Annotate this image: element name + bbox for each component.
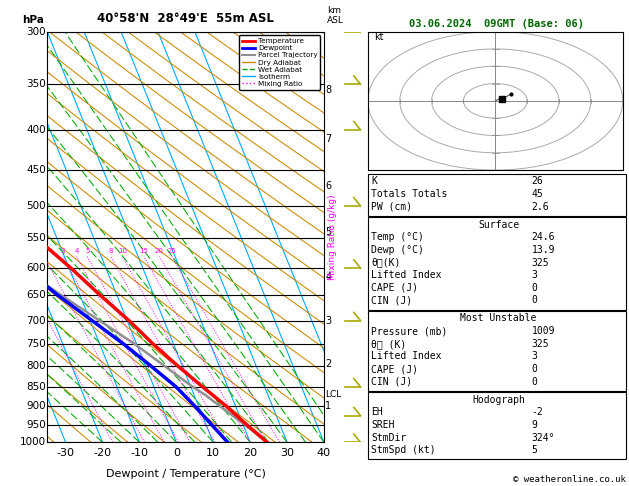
Text: 10: 10 xyxy=(206,449,220,458)
Text: 3: 3 xyxy=(60,248,65,254)
Text: 20: 20 xyxy=(243,449,257,458)
Text: Dewp (°C): Dewp (°C) xyxy=(371,245,424,255)
Text: Mixing Ratio (g/kg): Mixing Ratio (g/kg) xyxy=(328,194,337,280)
Text: 5: 5 xyxy=(532,445,537,455)
Text: 300: 300 xyxy=(26,27,46,36)
Text: hPa: hPa xyxy=(23,16,45,25)
Text: 10: 10 xyxy=(118,248,127,254)
Text: 5: 5 xyxy=(325,227,331,237)
Text: 1000: 1000 xyxy=(19,437,46,447)
Text: 5: 5 xyxy=(85,248,89,254)
Text: 324°: 324° xyxy=(532,433,555,443)
Text: 700: 700 xyxy=(26,315,46,326)
Text: Lifted Index: Lifted Index xyxy=(371,351,442,362)
Legend: Temperature, Dewpoint, Parcel Trajectory, Dry Adiabat, Wet Adiabat, Isotherm, Mi: Temperature, Dewpoint, Parcel Trajectory… xyxy=(239,35,320,90)
Text: 13.9: 13.9 xyxy=(532,245,555,255)
Text: 325: 325 xyxy=(532,258,549,268)
Text: 0: 0 xyxy=(532,364,537,374)
Text: 900: 900 xyxy=(26,401,46,411)
Text: 450: 450 xyxy=(26,165,46,175)
Text: 0: 0 xyxy=(532,377,537,387)
Text: 45: 45 xyxy=(532,189,543,199)
Text: 0: 0 xyxy=(173,449,180,458)
Text: 2.6: 2.6 xyxy=(532,202,549,212)
Text: θᴇ(K): θᴇ(K) xyxy=(371,258,401,268)
Text: -30: -30 xyxy=(57,449,75,458)
Text: θᴇ (K): θᴇ (K) xyxy=(371,339,406,349)
Text: SREH: SREH xyxy=(371,420,394,430)
Text: StmDir: StmDir xyxy=(371,433,406,443)
Text: Dewpoint / Temperature (°C): Dewpoint / Temperature (°C) xyxy=(106,469,265,479)
Text: 3: 3 xyxy=(532,270,537,280)
Text: 500: 500 xyxy=(26,201,46,211)
Text: 9: 9 xyxy=(532,420,537,430)
Text: 20: 20 xyxy=(155,248,164,254)
Text: 25: 25 xyxy=(167,248,176,254)
Text: CIN (J): CIN (J) xyxy=(371,377,412,387)
Text: 0: 0 xyxy=(532,283,537,293)
Text: 850: 850 xyxy=(26,382,46,392)
Text: 325: 325 xyxy=(532,339,549,349)
Text: 800: 800 xyxy=(26,361,46,371)
Text: 40: 40 xyxy=(317,449,331,458)
Text: 400: 400 xyxy=(26,125,46,135)
Text: 0: 0 xyxy=(532,295,537,306)
Text: 600: 600 xyxy=(26,263,46,273)
Text: -20: -20 xyxy=(94,449,111,458)
Text: Temp (°C): Temp (°C) xyxy=(371,232,424,243)
Text: 3: 3 xyxy=(532,351,537,362)
Text: 24.6: 24.6 xyxy=(532,232,555,243)
Text: 4: 4 xyxy=(74,248,79,254)
Text: 30: 30 xyxy=(280,449,294,458)
Text: -10: -10 xyxy=(130,449,148,458)
Text: 4: 4 xyxy=(325,272,331,282)
Text: 950: 950 xyxy=(26,420,46,430)
Text: Pressure (mb): Pressure (mb) xyxy=(371,326,447,336)
Text: 1: 1 xyxy=(325,401,331,411)
Text: 6: 6 xyxy=(325,181,331,191)
Text: StmSpd (kt): StmSpd (kt) xyxy=(371,445,436,455)
Text: Totals Totals: Totals Totals xyxy=(371,189,447,199)
Text: Lifted Index: Lifted Index xyxy=(371,270,442,280)
Text: kt: kt xyxy=(374,32,384,42)
Text: CIN (J): CIN (J) xyxy=(371,295,412,306)
Text: 2: 2 xyxy=(325,359,331,369)
Text: EH: EH xyxy=(371,407,383,417)
Text: 350: 350 xyxy=(26,79,46,89)
Text: 26: 26 xyxy=(532,176,543,187)
Text: 8: 8 xyxy=(325,85,331,95)
Text: CAPE (J): CAPE (J) xyxy=(371,364,418,374)
Text: PW (cm): PW (cm) xyxy=(371,202,412,212)
Text: Surface: Surface xyxy=(478,220,519,230)
Text: 650: 650 xyxy=(26,290,46,300)
Text: 7: 7 xyxy=(325,134,331,144)
Text: Hodograph: Hodograph xyxy=(472,395,525,405)
Text: K: K xyxy=(371,176,377,187)
Text: CAPE (J): CAPE (J) xyxy=(371,283,418,293)
Text: 03.06.2024  09GMT (Base: 06): 03.06.2024 09GMT (Base: 06) xyxy=(409,19,584,29)
Text: © weatheronline.co.uk: © weatheronline.co.uk xyxy=(513,474,626,484)
Text: 15: 15 xyxy=(140,248,148,254)
Text: 750: 750 xyxy=(26,339,46,349)
Text: 8: 8 xyxy=(109,248,113,254)
Text: -2: -2 xyxy=(532,407,543,417)
Text: 1009: 1009 xyxy=(532,326,555,336)
Text: Most Unstable: Most Unstable xyxy=(460,313,537,324)
Text: 40°58'N  28°49'E  55m ASL: 40°58'N 28°49'E 55m ASL xyxy=(97,13,274,25)
Text: km
ASL: km ASL xyxy=(326,6,343,25)
Text: 3: 3 xyxy=(325,316,331,326)
Text: LCL: LCL xyxy=(325,390,342,399)
Text: 550: 550 xyxy=(26,233,46,243)
